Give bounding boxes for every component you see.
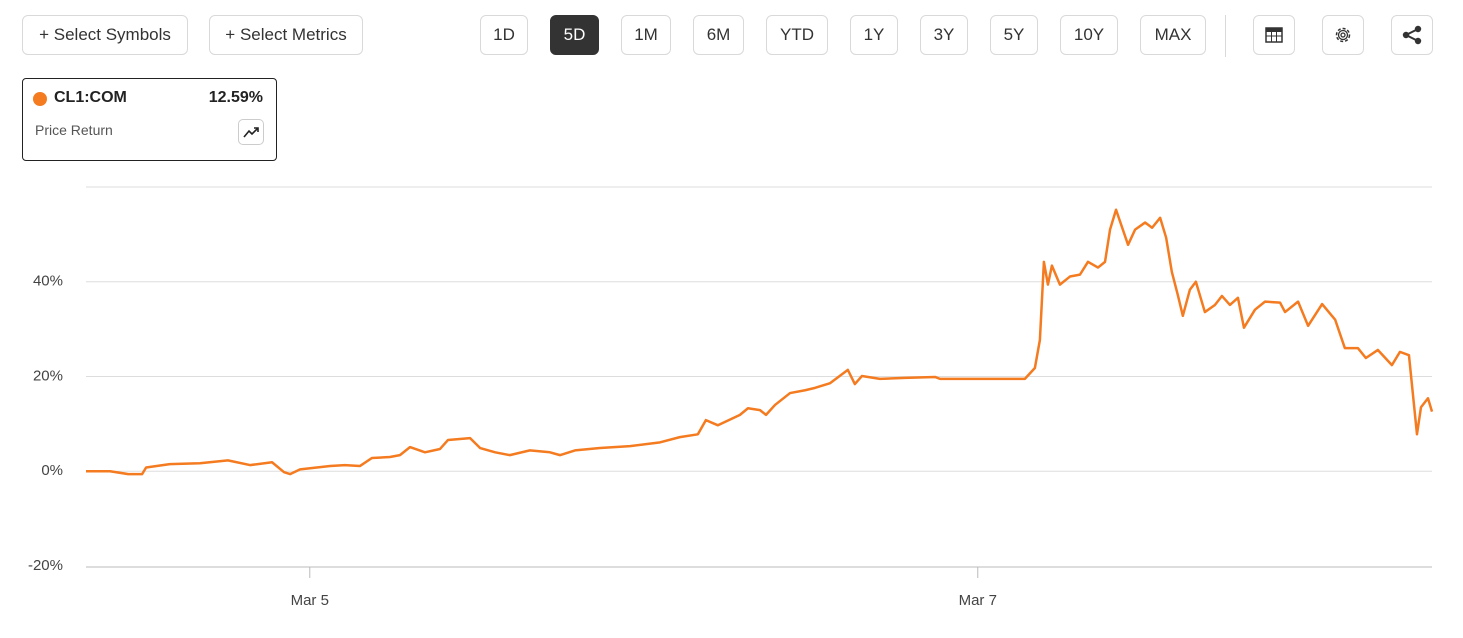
share-icon [1402, 25, 1422, 45]
range-button[interactable]: MAX [1140, 15, 1206, 55]
table-icon [1265, 27, 1283, 43]
range-button[interactable]: 5D [550, 15, 599, 55]
range-button[interactable]: 1D [480, 15, 528, 55]
x-tick-label: Mar 5 [291, 592, 329, 609]
range-button[interactable]: 1Y [850, 15, 898, 55]
y-tick-label: 40% [33, 273, 63, 290]
legend-value: 12.59% [208, 89, 263, 106]
y-tick-label: -20% [28, 557, 63, 574]
legend-subtitle: Price Return [35, 122, 113, 138]
range-button[interactable]: 5Y [990, 15, 1038, 55]
range-button[interactable]: YTD [766, 15, 828, 55]
select-metrics-button[interactable]: + Select Metrics [209, 15, 363, 55]
range-button[interactable]: 10Y [1060, 15, 1118, 55]
range-button[interactable]: 6M [693, 15, 744, 55]
gear-icon [1335, 27, 1351, 43]
legend-dot [33, 92, 47, 106]
table-button[interactable] [1253, 15, 1295, 55]
trend-icon [243, 127, 259, 138]
y-tick-label: 20% [33, 367, 63, 384]
select-symbols-button[interactable]: + Select Symbols [22, 15, 188, 55]
separator [1225, 15, 1226, 57]
x-tick-label: Mar 7 [959, 592, 997, 609]
chart-type-button[interactable] [238, 119, 264, 145]
y-tick-label: 0% [41, 462, 63, 479]
range-button[interactable]: 3Y [920, 15, 968, 55]
legend-symbol: CL1:COM [54, 89, 127, 106]
legend-card[interactable]: CL1:COM 12.59% Price Return [22, 78, 277, 161]
series-line [86, 208, 1434, 476]
share-button[interactable] [1391, 15, 1433, 55]
range-button[interactable]: 1M [621, 15, 671, 55]
settings-button[interactable] [1322, 15, 1364, 55]
